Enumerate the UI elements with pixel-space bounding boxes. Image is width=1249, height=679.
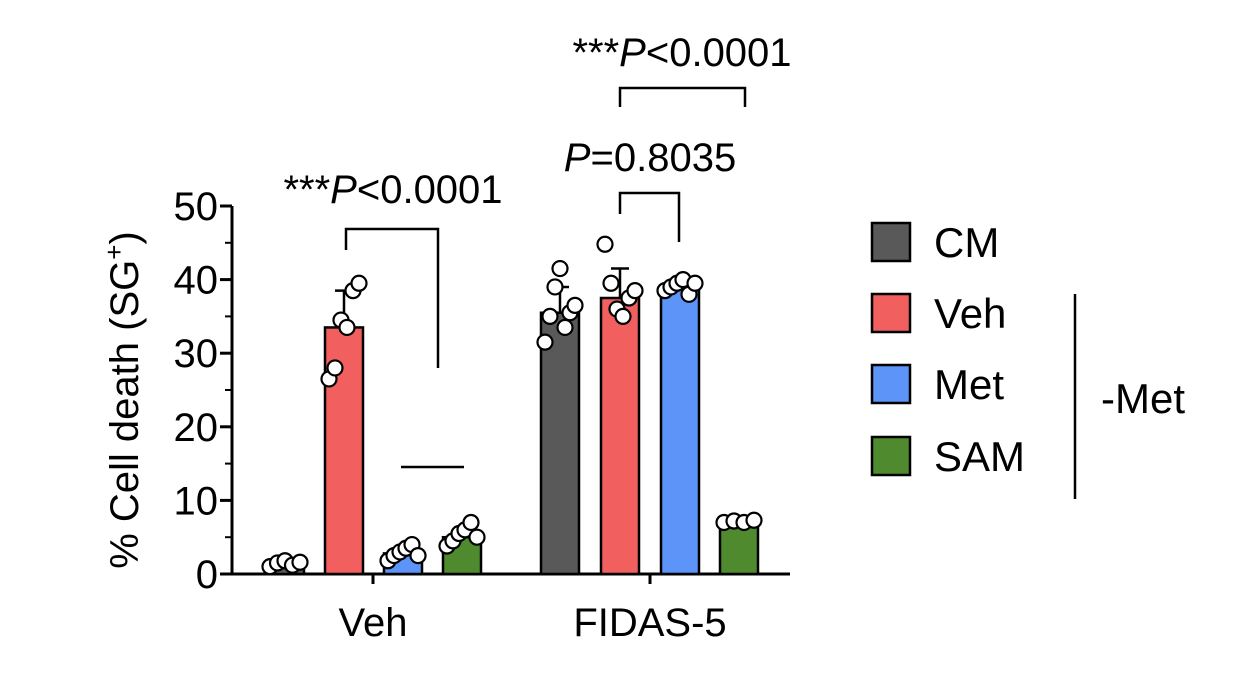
bar-sam-fidas-5	[718, 521, 760, 576]
data-point-cm-fidas-5	[566, 296, 584, 314]
bracket-fidas-veh-vs-sam	[618, 86, 747, 107]
bar-cm-fidas-5	[539, 311, 581, 576]
annotation-fidas-met-p-value: P=0.8035	[564, 136, 736, 180]
legend-swatch-cm	[870, 221, 912, 263]
data-point-veh-fidas-5	[602, 274, 620, 292]
y-tick-label-40: 40	[174, 259, 219, 303]
legend-swatch-veh	[870, 292, 912, 334]
y-axis-label: % Cell death (SG+)	[99, 231, 147, 569]
legend-group-label: -Met	[1101, 375, 1185, 422]
data-point-sam-veh	[462, 513, 480, 532]
data-point-sam-fidas-5	[745, 511, 763, 529]
y-tick-label-50: 50	[174, 185, 219, 229]
data-point-sam-veh	[468, 528, 486, 546]
data-point-cm-fidas-5	[541, 307, 559, 325]
legend: CM Veh Met SAM -Met	[870, 219, 1185, 499]
significance-annotations: ***P<0.0001 P=0.8035 ***P<0.0001	[283, 31, 792, 469]
data-point-veh-fidas-5	[596, 235, 614, 253]
data-point-cm-fidas-5	[556, 318, 574, 337]
data-point-veh-veh	[350, 274, 368, 292]
data-point-cm-fidas-5	[536, 333, 554, 351]
data-point-cm-fidas-5	[546, 278, 564, 296]
legend-label-veh: Veh	[934, 290, 1006, 337]
bar-met-fidas-5	[659, 285, 701, 576]
legend-swatch-met	[870, 363, 912, 405]
data-point-veh-fidas-5	[614, 307, 632, 325]
x-tick-label-veh: Veh	[339, 601, 408, 645]
y-tick-label-0: 0	[196, 553, 218, 597]
data-point-cm-veh	[291, 553, 309, 571]
data-point-veh-fidas-5	[626, 282, 644, 300]
bracket-veh-veh-vs-sam	[344, 227, 440, 368]
y-tick-label-10: 10	[174, 479, 219, 523]
annotation-fidas-sam-p-value: ***P<0.0001	[572, 31, 791, 75]
legend-label-sam: SAM	[934, 433, 1025, 480]
annotation-veh-p-value: ***P<0.0001	[283, 168, 502, 212]
x-tick-label-fidas-5: FIDAS-5	[573, 601, 726, 645]
data-points	[261, 235, 763, 576]
legend-swatch-sam	[870, 435, 912, 477]
bracket-fidas-veh-vs-met	[618, 191, 681, 242]
data-point-veh-veh	[326, 359, 344, 377]
data-point-veh-veh	[338, 318, 356, 337]
bar-veh-fidas-5	[599, 296, 641, 576]
y-tick-label-20: 20	[174, 406, 219, 450]
axes: 0 10 20 30 40 50 Veh FIDAS-5 % Cell death (SG+)	[99, 185, 790, 645]
y-tick-label-30: 30	[174, 332, 219, 376]
data-point-met-fidas-5	[686, 274, 704, 292]
data-point-cm-fidas-5	[551, 259, 569, 278]
legend-label-met: Met	[934, 361, 1004, 408]
data-point-met-veh	[409, 546, 427, 565]
legend-label-cm: CM	[934, 219, 999, 266]
